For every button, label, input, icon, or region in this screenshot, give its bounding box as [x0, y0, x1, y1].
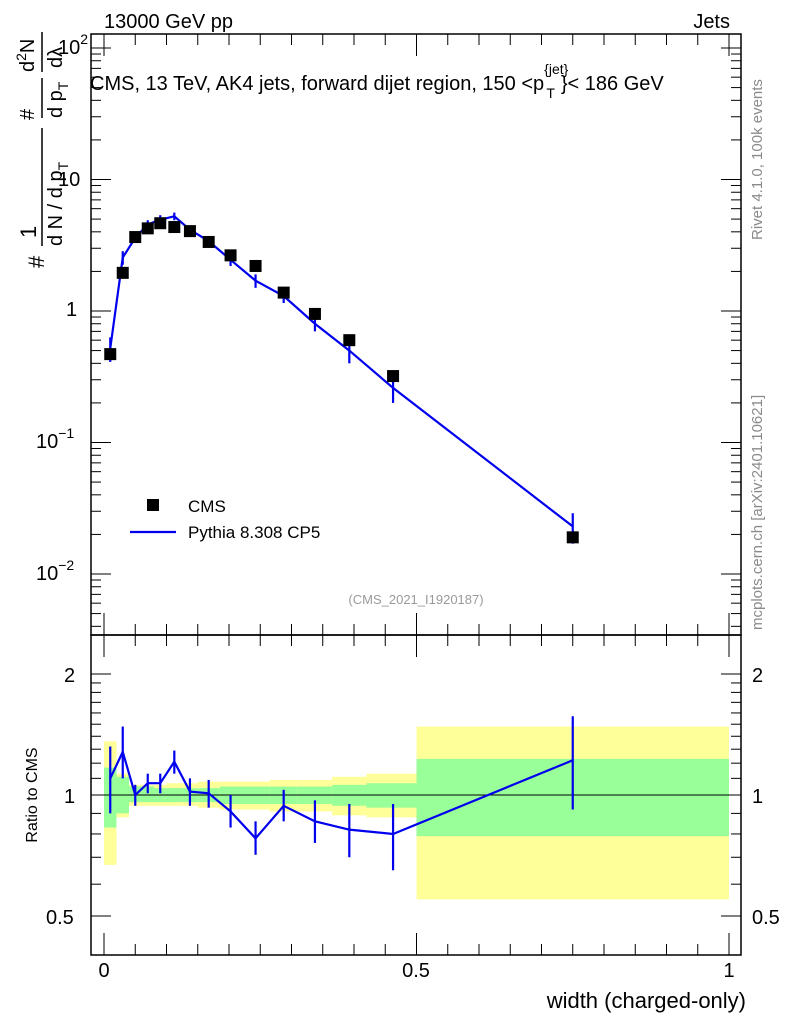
cms-data-point	[116, 266, 129, 279]
legend: CMS Pythia 8.308 CP5	[130, 497, 320, 542]
header-right: Jets	[693, 11, 730, 33]
ytick-label-100: 102	[58, 31, 88, 59]
cms-data-point	[141, 222, 154, 235]
cms-data-point	[154, 217, 167, 230]
mc-main-line	[109, 215, 574, 528]
ratio-ytick-label-1-right: 1	[752, 786, 763, 808]
ratio-y-axis-label: Ratio to CMS	[24, 747, 41, 842]
mc-series-main	[109, 212, 574, 544]
cms-data-point	[202, 235, 215, 248]
header-left: 13000 GeV pp	[104, 11, 233, 33]
legend-mc-label: Pythia 8.308 CP5	[188, 523, 320, 542]
ytick-label-1: 1	[66, 299, 77, 321]
svg-text:#: #	[24, 255, 49, 268]
svg-text:1: 1	[16, 226, 41, 238]
band-inner-3	[141, 786, 154, 803]
analysis-id: (CMS_2021_I1920187)	[348, 592, 483, 607]
x-axis-label: width (charged-only)	[546, 988, 746, 1013]
main-plot-frame	[90, 33, 742, 636]
svg-text:d N / d pT: d N / d pT	[45, 161, 71, 246]
cms-data-point	[343, 334, 356, 347]
xtick-label-1: 1	[723, 960, 734, 982]
legend-cms-marker	[147, 499, 159, 511]
ytick-label-0.1: 10−1	[36, 425, 74, 453]
cms-data-point	[183, 225, 196, 238]
ytick-label-0.01: 10−2	[36, 557, 74, 585]
svg-text:d2N: d2N	[13, 39, 39, 72]
cms-data-point	[566, 531, 579, 544]
xtick-label-0: 0	[98, 960, 109, 982]
ratio-ytick-label-0.5-right: 0.5	[752, 907, 780, 929]
rivet-version: Rivet 4.1.0, 100k events	[749, 79, 766, 240]
cms-data-point	[168, 221, 181, 234]
cms-data-point	[249, 259, 262, 272]
svg-text:dλ: dλ	[45, 47, 67, 68]
cms-data-point	[277, 286, 290, 299]
xtick-label-0.5: 0.5	[402, 960, 430, 982]
cms-data-point	[129, 231, 142, 244]
cms-data-point	[387, 370, 400, 383]
ytick-label-10: 10	[58, 169, 80, 191]
ratio-ytick-label-1: 1	[64, 786, 75, 808]
cms-series-main	[104, 217, 579, 544]
legend-cms-label: CMS	[188, 497, 226, 516]
y-axis-label: # 1 d N / d pT # d pT d2N dλ	[13, 32, 71, 268]
svg-text:#: #	[17, 108, 39, 120]
ratio-ytick-label-0.5: 0.5	[46, 907, 74, 929]
ratio-ytick-label-2: 2	[64, 665, 75, 687]
ratio-uncertainty-bands	[104, 726, 729, 900]
ratio-ytick-label-2-right: 2	[752, 665, 763, 687]
cms-data-point	[104, 348, 117, 361]
axis-ticks	[91, 34, 741, 955]
cms-data-point	[308, 307, 321, 320]
mcplots-credit: mcplots.cern.ch [arXiv:2401.10621]	[749, 395, 766, 630]
mc-series-ratio	[109, 716, 574, 871]
plot-title: CMS, 13 TeV, AK4 jets, forward dijet reg…	[90, 61, 664, 101]
cms-data-point	[224, 249, 237, 262]
svg-text:d pT: d pT	[45, 81, 71, 118]
